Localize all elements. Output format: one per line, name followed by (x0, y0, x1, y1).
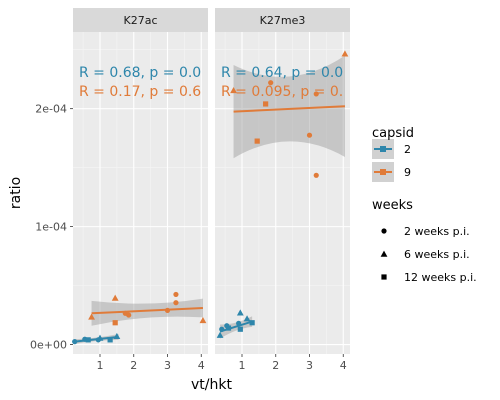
confidence-band-capsid-9 (91, 298, 203, 326)
data-point (225, 325, 232, 331)
y-tick-label: 2e-04 (35, 103, 67, 116)
x-axis-title: vt/hkt (191, 377, 232, 393)
correlation-label-capsid-9: R = 0.095, p = 0. (221, 84, 343, 100)
data-point (111, 294, 119, 301)
y-tick-label: 1e-04 (35, 221, 67, 234)
correlation-label-capsid-2: R = 0.64, p = 0.0 (221, 65, 343, 81)
x-tick-label: 4 (340, 359, 347, 372)
data-point (268, 80, 274, 86)
legend-key-marker (380, 146, 386, 152)
legend-label-weeks: 12 weeks p.i. (404, 271, 477, 284)
data-point (230, 86, 237, 94)
data-point (263, 101, 269, 107)
data-point (72, 339, 78, 345)
fit-line-capsid-9 (91, 307, 203, 315)
x-tick-label: 1 (97, 359, 104, 372)
x-tick-label: 3 (164, 359, 171, 372)
x-tick-label: 4 (198, 359, 205, 372)
data-point (237, 326, 243, 332)
fit-line-capsid-9 (233, 105, 345, 113)
legend-label-capsid-2: 2 (404, 143, 411, 156)
data-point (96, 334, 104, 341)
x-tick-label: 3 (306, 359, 313, 372)
data-point (306, 132, 313, 138)
legend-key-marker (380, 169, 386, 175)
data-point (85, 337, 91, 343)
data-point (173, 300, 179, 306)
x-tick-label: 2 (130, 359, 137, 372)
facet-strip (215, 8, 350, 32)
y-axis-title: ratio (8, 177, 24, 209)
facet-panel-k27ac: K27ac R = 0.68, p = 0.0 R = 0.17, p = 0.6 1… (72, 8, 208, 372)
data-point (173, 291, 179, 298)
data-point (216, 331, 224, 338)
correlation-label-capsid-9: R = 0.17, p = 0.6 (79, 84, 201, 100)
data-point (243, 315, 251, 322)
data-point (249, 320, 255, 326)
legend-label-capsid-9: 9 (404, 166, 411, 179)
data-point (313, 172, 319, 178)
facet-strip-label: K27me3 (260, 14, 306, 27)
data-point (236, 320, 242, 326)
legend-key-square (381, 274, 387, 280)
x-tick-label: 2 (272, 359, 279, 372)
data-point (113, 332, 121, 340)
legend-weeks: 2 weeks p.i. 6 weeks p.i. 12 weeks p.i. (380, 225, 477, 284)
legend-title-weeks: weeks (372, 198, 413, 213)
data-point (313, 91, 319, 97)
data-point (236, 309, 244, 316)
panel-background (215, 32, 350, 354)
facet-strip-label: K27ac (124, 14, 158, 27)
data-point (112, 320, 118, 326)
legend-capsid: 29 (372, 139, 411, 182)
legend-label-weeks: 2 weeks p.i. (404, 225, 470, 238)
data-point (254, 138, 260, 144)
legend-key-circle (381, 228, 387, 234)
fit-line-capsid-2 (219, 320, 253, 333)
facet-panel-k27me3: K27me3 R = 0.64, p = 0.0 R = 0.095, p = 0.… (215, 8, 350, 372)
data-point (126, 312, 132, 318)
data-point (219, 326, 225, 332)
correlation-label-capsid-2: R = 0.68, p = 0.0 (79, 65, 201, 81)
data-point (199, 316, 207, 324)
x-tick-label: 1 (239, 359, 246, 372)
data-point (341, 50, 349, 57)
facet-strip (73, 8, 208, 32)
confidence-band-capsid-9 (233, 55, 345, 159)
panel-background (73, 32, 208, 354)
data-point (164, 307, 171, 313)
data-point (107, 337, 113, 343)
legend-title-capsid: capsid (372, 126, 414, 141)
legend-label-weeks: 6 weeks p.i. (404, 248, 470, 261)
y-tick-label: 0e+00 (30, 339, 67, 352)
data-point (88, 313, 95, 320)
legend-key-triangle (380, 250, 388, 257)
